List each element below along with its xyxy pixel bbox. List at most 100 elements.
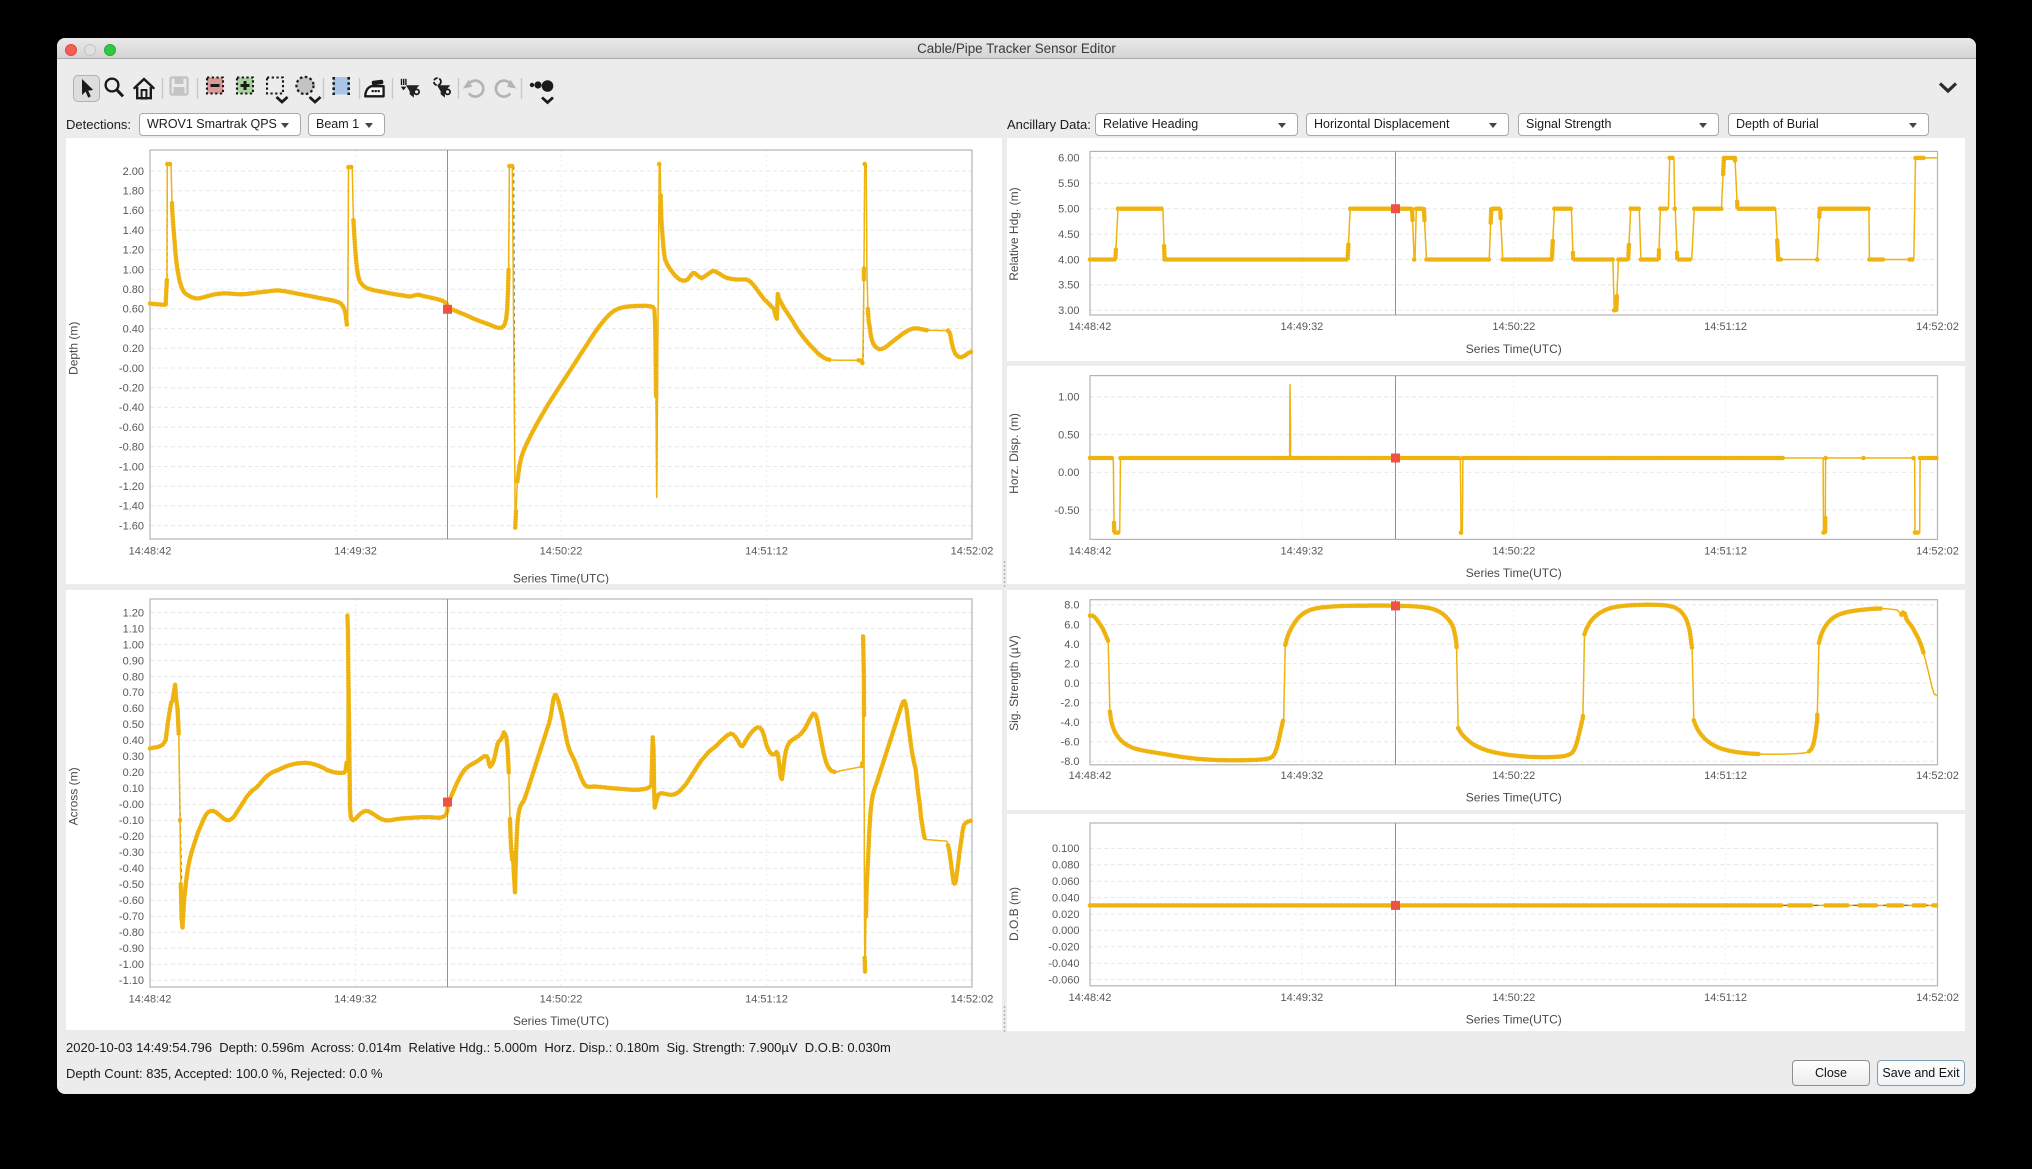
svg-text:4.50: 4.50	[1058, 229, 1079, 241]
svg-text:Series Time(UTC): Series Time(UTC)	[1466, 342, 1562, 356]
svg-text:14:50:22: 14:50:22	[540, 545, 583, 557]
svg-text:-0.020: -0.020	[1048, 942, 1079, 954]
svg-text:0.60: 0.60	[123, 703, 144, 715]
svg-text:0.100: 0.100	[1052, 843, 1080, 855]
svg-text:0.00: 0.00	[1058, 467, 1079, 479]
svg-text:0.80: 0.80	[123, 284, 144, 296]
svg-text:14:52:02: 14:52:02	[1916, 546, 1959, 558]
svg-text:14:48:42: 14:48:42	[129, 545, 172, 557]
svg-text:14:48:42: 14:48:42	[1069, 770, 1112, 782]
svg-text:Horz. Disp. (m): Horz. Disp. (m)	[1007, 413, 1021, 494]
svg-text:-0.00: -0.00	[119, 799, 144, 811]
svg-text:14:51:12: 14:51:12	[745, 993, 788, 1005]
svg-text:-0.40: -0.40	[119, 402, 144, 414]
svg-text:-1.60: -1.60	[119, 520, 144, 532]
svg-text:14:50:22: 14:50:22	[1492, 992, 1535, 1004]
svg-text:0.50: 0.50	[1058, 429, 1079, 441]
svg-text:1.20: 1.20	[123, 245, 144, 257]
svg-text:-0.10: -0.10	[119, 815, 144, 827]
svg-text:0.30: 0.30	[123, 751, 144, 763]
svg-text:-1.40: -1.40	[119, 501, 144, 513]
svg-text:-0.040: -0.040	[1048, 958, 1079, 970]
svg-text:0.80: 0.80	[123, 671, 144, 683]
svg-text:Series Time(UTC): Series Time(UTC)	[513, 571, 609, 584]
svg-text:14:48:42: 14:48:42	[1069, 321, 1112, 333]
svg-text:1.40: 1.40	[123, 225, 144, 237]
svg-text:14:48:42: 14:48:42	[1069, 546, 1112, 558]
svg-text:1.10: 1.10	[123, 623, 144, 635]
svg-text:0.20: 0.20	[123, 343, 144, 355]
svg-text:-0.50: -0.50	[119, 879, 144, 891]
svg-text:14:51:12: 14:51:12	[1704, 770, 1747, 782]
svg-text:5.50: 5.50	[1058, 178, 1079, 190]
svg-text:14:49:32: 14:49:32	[1280, 321, 1323, 333]
svg-text:14:50:22: 14:50:22	[1492, 321, 1535, 333]
svg-text:14:52:02: 14:52:02	[1916, 770, 1959, 782]
svg-text:0.080: 0.080	[1052, 860, 1080, 872]
svg-text:-0.60: -0.60	[119, 422, 144, 434]
svg-text:4.0: 4.0	[1064, 639, 1079, 651]
svg-text:3.50: 3.50	[1058, 280, 1079, 292]
svg-text:14:49:32: 14:49:32	[1280, 770, 1323, 782]
svg-text:-0.80: -0.80	[119, 927, 144, 939]
svg-text:0.10: 0.10	[123, 783, 144, 795]
svg-text:-0.20: -0.20	[119, 831, 144, 843]
svg-text:-4.0: -4.0	[1061, 717, 1080, 729]
svg-text:-1.20: -1.20	[119, 481, 144, 493]
svg-text:4.00: 4.00	[1058, 254, 1079, 266]
svg-text:3.00: 3.00	[1058, 305, 1079, 317]
svg-text:14:52:02: 14:52:02	[951, 993, 994, 1005]
svg-text:14:50:22: 14:50:22	[1492, 770, 1535, 782]
svg-text:14:51:12: 14:51:12	[1704, 992, 1747, 1004]
svg-text:0.020: 0.020	[1052, 909, 1080, 921]
svg-text:-0.40: -0.40	[119, 863, 144, 875]
svg-text:1.20: 1.20	[123, 607, 144, 619]
svg-text:14:52:02: 14:52:02	[1916, 321, 1959, 333]
svg-text:Series Time(UTC): Series Time(UTC)	[1466, 566, 1562, 580]
svg-text:14:52:02: 14:52:02	[951, 545, 994, 557]
svg-text:-0.060: -0.060	[1048, 974, 1079, 986]
svg-text:-2.0: -2.0	[1061, 698, 1080, 710]
svg-text:1.60: 1.60	[123, 205, 144, 217]
svg-text:14:51:12: 14:51:12	[1704, 546, 1747, 558]
svg-text:-0.60: -0.60	[119, 895, 144, 907]
svg-text:-0.30: -0.30	[119, 847, 144, 859]
svg-text:-1.00: -1.00	[119, 959, 144, 971]
svg-text:1.00: 1.00	[123, 639, 144, 651]
svg-text:Sig. Strength (µV): Sig. Strength (µV)	[1007, 635, 1021, 731]
svg-text:0.0: 0.0	[1064, 678, 1079, 690]
svg-text:8.0: 8.0	[1064, 600, 1079, 612]
svg-text:Series Time(UTC): Series Time(UTC)	[1466, 791, 1562, 805]
svg-text:14:51:12: 14:51:12	[1704, 321, 1747, 333]
svg-text:1.00: 1.00	[123, 264, 144, 276]
svg-text:Depth (m): Depth (m)	[67, 322, 81, 375]
svg-text:-0.20: -0.20	[119, 383, 144, 395]
svg-text:0.20: 0.20	[123, 767, 144, 779]
svg-text:14:49:32: 14:49:32	[334, 993, 377, 1005]
svg-text:0.60: 0.60	[123, 304, 144, 316]
svg-text:-0.70: -0.70	[119, 911, 144, 923]
svg-text:0.40: 0.40	[123, 323, 144, 335]
svg-text:14:51:12: 14:51:12	[745, 545, 788, 557]
svg-text:0.040: 0.040	[1052, 892, 1080, 904]
svg-text:2.0: 2.0	[1064, 658, 1079, 670]
svg-text:Series Time(UTC): Series Time(UTC)	[513, 1014, 609, 1028]
svg-text:0.000: 0.000	[1052, 925, 1080, 937]
svg-text:-1.00: -1.00	[119, 461, 144, 473]
svg-text:D.O.B (m): D.O.B (m)	[1007, 887, 1021, 941]
svg-text:14:50:22: 14:50:22	[540, 993, 583, 1005]
svg-text:6.0: 6.0	[1064, 619, 1079, 631]
svg-text:1.00: 1.00	[1058, 392, 1079, 404]
svg-text:6.00: 6.00	[1058, 153, 1079, 165]
svg-text:-0.80: -0.80	[119, 442, 144, 454]
svg-text:14:50:22: 14:50:22	[1492, 546, 1535, 558]
svg-text:14:48:42: 14:48:42	[1069, 992, 1112, 1004]
svg-text:0.40: 0.40	[123, 735, 144, 747]
svg-text:-8.0: -8.0	[1061, 756, 1080, 768]
svg-text:0.50: 0.50	[123, 719, 144, 731]
svg-text:5.00: 5.00	[1058, 204, 1079, 216]
svg-text:-0.00: -0.00	[119, 363, 144, 375]
svg-text:Across (m): Across (m)	[67, 767, 81, 825]
svg-text:Series Time(UTC): Series Time(UTC)	[1466, 1013, 1562, 1027]
svg-text:2.00: 2.00	[123, 166, 144, 178]
